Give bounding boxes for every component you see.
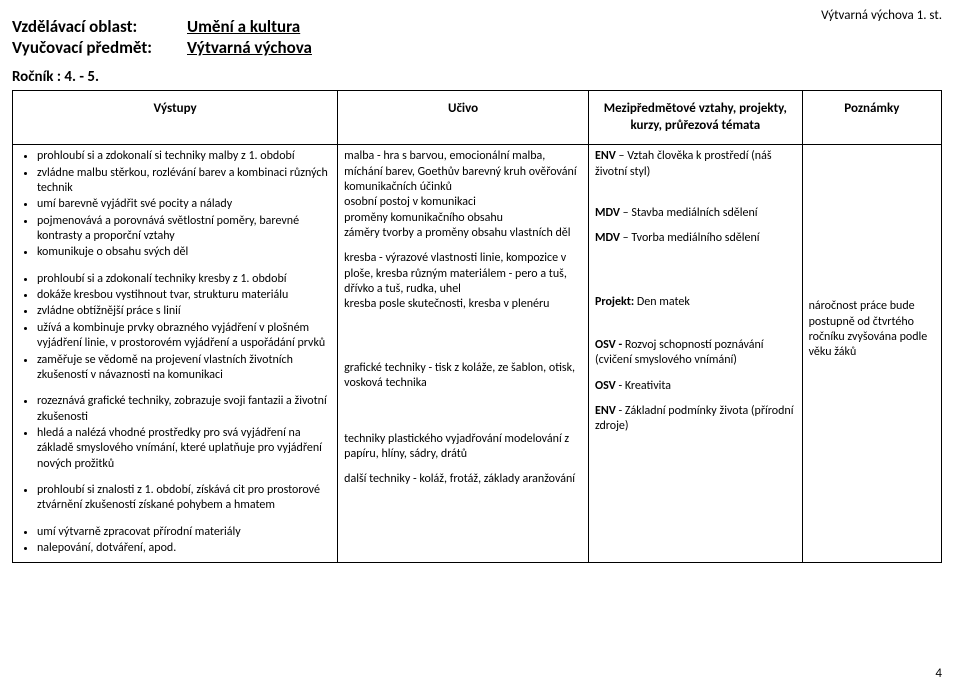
content-block: kresba posle skutečnosti, kresba v plené…: [344, 297, 582, 312]
col-header-content: Učivo: [338, 91, 589, 145]
relation-item: OSV - Rozvoj schopností poznávání (cviče…: [595, 338, 796, 369]
list-item: komunikuje o obsahu svých děl: [37, 245, 331, 260]
content-block: grafické techniky - tisk z koláže, ze ša…: [344, 361, 582, 392]
list-item: zvládne obtížnější práce s linií: [37, 304, 331, 319]
relation-tag: MDV: [595, 206, 620, 220]
outputs-group-4: prohloubí si znalosti z 1. období, získá…: [19, 483, 331, 514]
content-block: osobní postoj v komunikaci: [344, 195, 582, 210]
relation-tag: Projekt:: [595, 295, 634, 309]
relation-tag: MDV: [595, 231, 620, 245]
header-block: Vzdělávací oblast: Umění a kultura Vyučo…: [12, 16, 942, 58]
relation-tag: OSV -: [595, 338, 625, 352]
relation-item: ENV – Vztah člověka k prostředí (náš živ…: [595, 149, 796, 180]
list-item: prohloubí si a zdokonalí si techniky mal…: [37, 149, 331, 164]
list-item: pojmenovává a porovnává světlostní poměr…: [37, 214, 331, 245]
list-item: umí barevně vyjádřit své pocity a nálady: [37, 197, 331, 212]
list-item: hledá a nalézá vhodné prostředky pro svá…: [37, 426, 331, 472]
subject-label: Vyučovací předmět:: [12, 37, 187, 58]
outputs-group-3: rozeznává grafické techniky, zobrazuje s…: [19, 394, 331, 472]
content-cell: malba - hra s barvou, emocionální malba,…: [338, 145, 589, 562]
area-label: Vzdělávací oblast:: [12, 16, 187, 37]
list-item: zaměřuje se vědomě na projevení vlastníc…: [37, 353, 331, 384]
list-item: prohloubí si a zdokonalí techniky kresby…: [37, 272, 331, 287]
content-block: další techniky - koláž, frotáž, základy …: [344, 472, 582, 487]
relation-item: Projekt: Den matek: [595, 295, 796, 310]
relations-cell: ENV – Vztah člověka k prostředí (náš živ…: [588, 145, 802, 562]
content-block: záměry tvorby a proměny obsahu vlastních…: [344, 226, 582, 241]
col-header-outputs: Výstupy: [13, 91, 338, 145]
outputs-group-2: prohloubí si a zdokonalí techniky kresby…: [19, 272, 331, 384]
relation-tag: ENV: [595, 149, 616, 163]
content-block: proměny komunikačního obsahu: [344, 211, 582, 226]
outputs-cell: prohloubí si a zdokonalí si techniky mal…: [13, 145, 338, 562]
list-item: umí výtvarně zpracovat přírodní materiál…: [37, 525, 331, 540]
relation-item: MDV – Tvorba mediálního sdělení: [595, 231, 796, 246]
doc-header-right: Výtvarná výchova 1. st.: [821, 8, 942, 23]
list-item: prohloubí si znalosti z 1. období, získá…: [37, 483, 331, 514]
col-header-notes: Poznámky: [802, 91, 941, 145]
relation-tag: ENV: [595, 404, 616, 418]
outputs-group-1: prohloubí si a zdokonalí si techniky mal…: [19, 149, 331, 261]
list-item: zvládne malbu stěrkou, rozlévání barev a…: [37, 166, 331, 197]
list-item: nalepování, dotváření, apod.: [37, 541, 331, 556]
content-block: techniky plastického vyjadřování modelov…: [344, 432, 582, 463]
note-text: náročnost práce bude postupně od čtvrtéh…: [809, 299, 935, 360]
content-block: kresba - výrazové vlastnosti linie, komp…: [344, 251, 582, 297]
relation-item: OSV - Kreativita: [595, 379, 796, 394]
relation-text: Den matek: [634, 295, 690, 309]
area-value: Umění a kultura: [187, 16, 300, 37]
notes-cell: náročnost práce bude postupně od čtvrtéh…: [802, 145, 941, 562]
relation-text: – Vztah člověka k prostředí (náš životní…: [595, 149, 772, 178]
relation-text: - Kreativita: [616, 379, 671, 393]
col-header-relations-l2: kurzy, průřezová témata: [630, 118, 760, 133]
relation-tag: OSV: [595, 379, 616, 393]
relation-text: - Základní podmínky života (přírodní zdr…: [595, 404, 794, 433]
list-item: rozeznává grafické techniky, zobrazuje s…: [37, 394, 331, 425]
content-block: malba - hra s barvou, emocionální malba,…: [344, 149, 582, 195]
col-header-relations: Mezipředmětové vztahy, projekty, kurzy, …: [588, 91, 802, 145]
outputs-group-5: umí výtvarně zpracovat přírodní materiál…: [19, 525, 331, 557]
page-number: 4: [935, 666, 942, 681]
list-item: dokáže kresbou vystihnout tvar, struktur…: [37, 288, 331, 303]
subject-value: Výtvarná výchova: [187, 37, 312, 58]
relation-item: ENV - Základní podmínky života (přírodní…: [595, 404, 796, 435]
col-header-relations-l1: Mezipředmětové vztahy, projekty,: [604, 101, 787, 116]
list-item: užívá a kombinuje prvky obrazného vyjádř…: [37, 321, 331, 352]
relation-text: – Stavba mediálních sdělení: [620, 206, 758, 220]
grade-label: Ročník : 4. - 5.: [12, 68, 942, 86]
curriculum-table: Výstupy Učivo Mezipředmětové vztahy, pro…: [12, 90, 942, 563]
relation-item: MDV – Stavba mediálních sdělení: [595, 206, 796, 221]
relation-text: – Tvorba mediálního sdělení: [620, 231, 760, 245]
